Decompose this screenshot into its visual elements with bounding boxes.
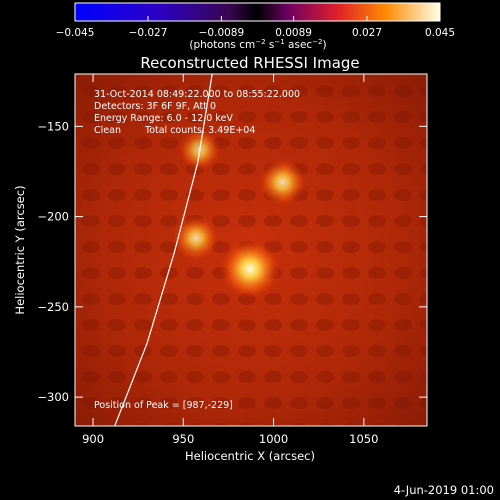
annotation-method: Clean [94,125,121,136]
solar-limb-curve [114,74,213,426]
annotation-detectors: Detectors: 3F 6F 9F, Att 0 [94,101,216,112]
colorbar-label: (photons cm−2 s−1 asec−2) [189,38,326,51]
annotation-peak: Position of Peak = [987,-229] [94,400,233,411]
y-axis-label: Heliocentric Y (arcsec) [13,185,27,314]
colorbar-ticks: −0.045 −0.027 −0.0089 0.0089 0.027 0.045 [56,16,455,39]
y-tick-label: −200 [37,210,69,224]
annotation-total-counts: Total counts: 3.49E+04 [144,125,255,136]
y-tick-label: −150 [37,119,69,133]
hxr-source [220,238,281,299]
plot-frame [74,73,428,427]
footer-date: 4-Jun-2019 01:00 [394,483,494,497]
colorbar-tick-label: −0.045 [56,27,95,39]
y-tick-label: −300 [37,390,69,404]
hxr-source [173,215,219,262]
plot-area [75,74,427,426]
colorbar-tick-label: 0.045 [425,27,455,39]
chart-title: Reconstructed RHESSI Image [140,54,359,72]
x-tick-label: 900 [82,432,104,446]
x-tick-label: 1000 [259,432,288,446]
colorbar-tick-label: 0.0089 [275,27,312,39]
y-tick-label: −250 [37,300,69,314]
hxr-source [258,158,307,206]
x-tick-label: 1050 [349,432,378,446]
colorbar: −0.045 −0.027 −0.0089 0.0089 0.027 0.045 (pho… [56,2,455,51]
colorbar-tick-label: 0.027 [352,27,382,39]
axis-ticks: 900 950 1000 1050 −150 −200 −250 −300 [37,74,427,446]
annotation-time-range: 31-Oct-2014 08:49:22.000 to 08:55:22.000 [94,89,300,100]
sources [173,128,307,299]
x-tick-label: 950 [172,432,194,446]
x-axis-label: Heliocentric X (arcsec) [185,449,315,463]
annotation-energy: Energy Range: 6.0 - 12.0 keV [94,113,233,124]
plot-annotations: 31-Oct-2014 08:49:22.000 to 08:55:22.000… [94,89,300,411]
colorbar-tick-label: −0.027 [129,27,168,39]
colorbar-gradient [74,2,441,22]
colorbar-tick-label: −0.0089 [199,27,245,39]
